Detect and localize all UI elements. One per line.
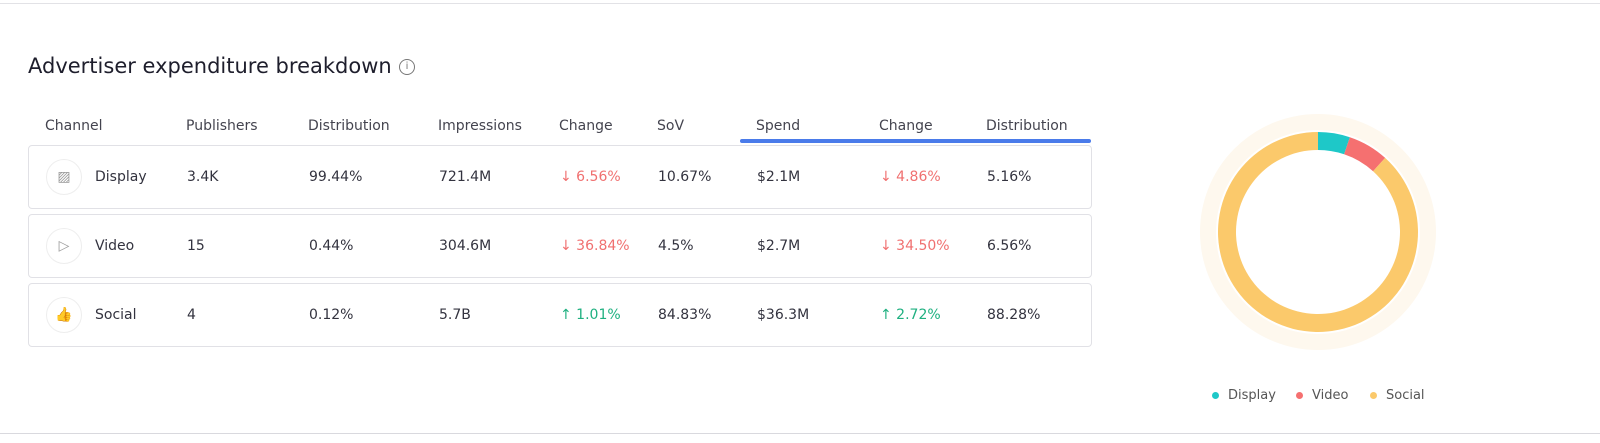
legend-item-video[interactable]: Video xyxy=(1296,388,1348,403)
distribution-cell: 0.12% xyxy=(309,307,354,323)
column-header[interactable]: Channel xyxy=(45,118,103,134)
table-row[interactable]: ▷ Video 15 0.44% 304.6M ↓ 36.84% 4.5% $2.7M ↓ 34… xyxy=(28,214,1092,278)
spend-donut-chart xyxy=(1200,114,1436,350)
spend-distribution-cell: 5.16% xyxy=(987,169,1032,185)
column-header[interactable]: Change xyxy=(559,118,613,134)
column-header[interactable]: Spend xyxy=(756,118,801,134)
channel-name: Social xyxy=(95,307,137,323)
column-header[interactable]: Impressions xyxy=(438,118,522,134)
channel-name: Display xyxy=(95,169,147,185)
play-icon: ▷ xyxy=(46,228,82,264)
change-cell: ↓ 6.56% xyxy=(560,169,621,185)
spend-cell: $2.7M xyxy=(757,238,801,254)
spend-distribution-cell: 88.28% xyxy=(987,307,1041,323)
spend-change-cell: ↑ 2.72% xyxy=(880,307,941,323)
spend-cell: $2.1M xyxy=(757,169,801,185)
info-icon[interactable]: i xyxy=(399,59,415,75)
legend-dot-icon xyxy=(1370,392,1377,399)
page-title: Advertiser expenditure breakdown xyxy=(28,54,392,78)
spend-change-cell: ↓ 4.86% xyxy=(880,169,941,185)
column-header[interactable]: Distribution xyxy=(308,118,390,134)
legend-item-display[interactable]: Display xyxy=(1212,388,1276,403)
donut-slice-display xyxy=(1318,132,1350,155)
spend-cell: $36.3M xyxy=(757,307,810,323)
legend-label: Display xyxy=(1228,388,1276,403)
distribution-cell: 99.44% xyxy=(309,169,363,185)
distribution-cell: 0.44% xyxy=(309,238,354,254)
change-cell: ↓ 36.84% xyxy=(560,238,630,254)
donut-halo xyxy=(1200,114,1436,350)
legend-label: Video xyxy=(1312,388,1349,403)
column-header[interactable]: Publishers xyxy=(186,118,258,134)
legend-dot-icon xyxy=(1212,392,1219,399)
impressions-cell: 304.6M xyxy=(439,238,492,254)
sov-cell: 10.67% xyxy=(658,169,712,185)
donut-slice-social xyxy=(1218,132,1418,332)
publishers-cell: 3.4K xyxy=(187,169,219,185)
table-row[interactable]: ▨ Display 3.4K 99.44% 721.4M ↓ 6.56% 10.67% $2.… xyxy=(28,145,1092,209)
bottom-divider xyxy=(0,433,1600,434)
column-header[interactable]: Change xyxy=(879,118,933,134)
thumbs-up-icon: 👍 xyxy=(46,297,82,333)
column-header[interactable]: SoV xyxy=(657,118,685,134)
spend-change-cell: ↓ 34.50% xyxy=(880,238,950,254)
sov-cell: 4.5% xyxy=(658,238,694,254)
change-cell: ↑ 1.01% xyxy=(560,307,621,323)
legend-item-social[interactable]: Social xyxy=(1370,388,1425,403)
top-divider xyxy=(0,3,1600,4)
impressions-cell: 721.4M xyxy=(439,169,492,185)
spend-section-indicator xyxy=(740,139,1091,143)
legend-dot-icon xyxy=(1296,392,1303,399)
publishers-cell: 4 xyxy=(187,307,196,323)
channel-name: Video xyxy=(95,238,135,254)
column-header[interactable]: Distribution xyxy=(986,118,1068,134)
legend-label: Social xyxy=(1386,388,1425,403)
spend-distribution-cell: 6.56% xyxy=(987,238,1032,254)
table-row[interactable]: 👍 Social 4 0.12% 5.7B ↑ 1.01% 84.83% $36.3M ↑ 2.… xyxy=(28,283,1092,347)
publishers-cell: 15 xyxy=(187,238,205,254)
impressions-cell: 5.7B xyxy=(439,307,471,323)
sov-cell: 84.83% xyxy=(658,307,712,323)
image-icon: ▨ xyxy=(46,159,82,195)
donut-slice-video xyxy=(1344,137,1386,172)
